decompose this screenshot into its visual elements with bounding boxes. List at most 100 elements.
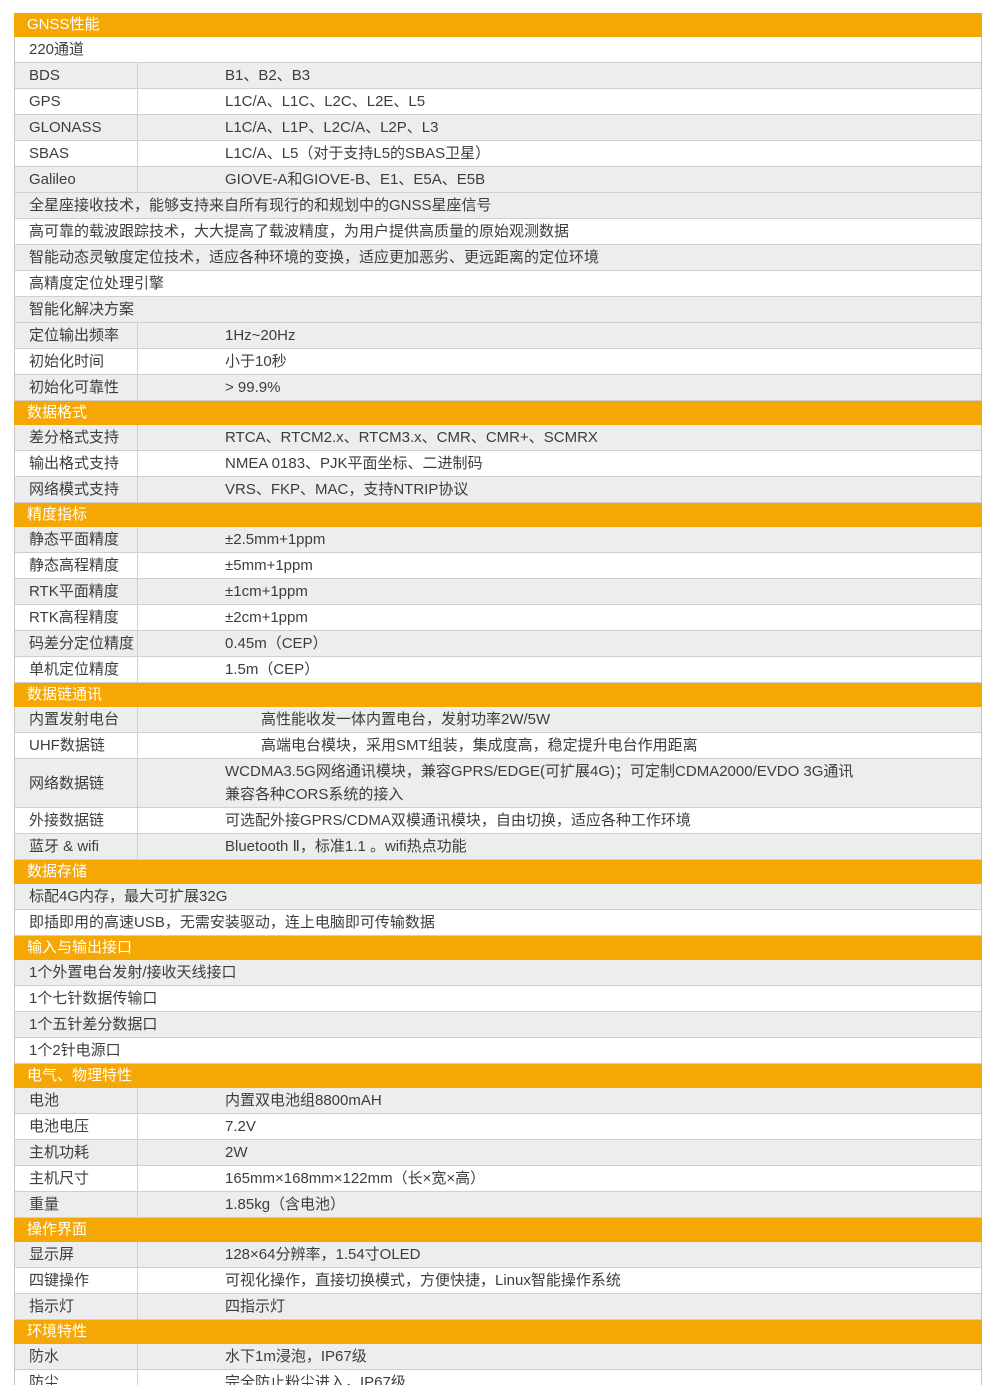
spec-row: 网络数据链 WCDMA3.5G网络通讯模块，兼容GPRS/EDGE(可扩展4G)；…: [15, 759, 981, 808]
spec-row: GPS L1C/A、L1C、L2C、L2E、L5: [15, 89, 981, 115]
spec-row: 外接数据链 可选配外接GPRS/CDMA双模通讯模块，自由切换，适应各种工作环境: [15, 808, 981, 834]
spec-value: 可选配外接GPRS/CDMA双模通讯模块，自由切换，适应各种工作环境: [225, 812, 691, 829]
spec-value: ±1cm+1ppm: [225, 583, 308, 600]
spec-row: BDS B1、B2、B3: [15, 63, 981, 89]
spec-label: 主机尺寸: [15, 1166, 138, 1191]
spec-value: NMEA 0183、PJK平面坐标、二进制码: [225, 455, 483, 472]
spec-label: Galileo: [15, 167, 138, 192]
spec-label: 电池电压: [15, 1114, 138, 1139]
section-header: 操作界面: [14, 1218, 982, 1242]
spec-text: 高精度定位处理引擎: [29, 275, 165, 292]
spec-label: 差分格式支持: [15, 425, 138, 450]
spec-row: 静态平面精度 ±2.5mm+1ppm: [15, 527, 981, 553]
spec-row: 内置发射电台 高性能收发一体内置电台，发射功率2W/5W: [15, 707, 981, 733]
spec-row: 电池电压 7.2V: [15, 1114, 981, 1140]
spec-value: 1.5m（CEP）: [225, 661, 320, 678]
spec-label: 单机定位精度: [15, 657, 138, 682]
section-header: 数据链通讯: [14, 683, 982, 707]
spec-row: 电池 内置双电池组8800mAH: [15, 1088, 981, 1114]
spec-row: 智能动态灵敏度定位技术，适应各种环境的变换，适应更加恶劣、更远距离的定位环境: [15, 245, 981, 271]
spec-value: 高性能收发一体内置电台，发射功率2W/5W: [261, 711, 551, 728]
spec-row: 四键操作 可视化操作，直接切换模式，方便快捷，Linux智能操作系统: [15, 1268, 981, 1294]
spec-row: 智能化解决方案: [15, 297, 981, 323]
spec-text: 智能动态灵敏度定位技术，适应各种环境的变换，适应更加恶劣、更远距离的定位环境: [29, 249, 600, 266]
spec-label: 码差分定位精度: [15, 631, 138, 656]
section-header: 环境特性: [14, 1320, 982, 1344]
spec-value: L1C/A、L1C、L2C、L2E、L5: [225, 93, 426, 110]
spec-label: 指示灯: [15, 1294, 138, 1319]
spec-row: 标配4G内存，最大可扩展32G: [15, 884, 981, 910]
section-header: GNSS性能: [14, 13, 982, 37]
spec-label: 静态高程精度: [15, 553, 138, 578]
spec-text: 1个外置电台发射/接收天线接口: [29, 964, 237, 981]
spec-label: SBAS: [15, 141, 138, 166]
spec-text: 智能化解决方案: [29, 301, 135, 318]
spec-label: 输出格式支持: [15, 451, 138, 476]
spec-label: 初始化可靠性: [15, 375, 138, 400]
spec-value: 小于10秒: [225, 353, 287, 370]
spec-row: 输出格式支持 NMEA 0183、PJK平面坐标、二进制码: [15, 451, 981, 477]
spec-value: 2W: [225, 1144, 248, 1161]
section-header: 电气、物理特性: [14, 1064, 982, 1088]
spec-label: 防尘: [15, 1370, 138, 1385]
spec-value: 四指示灯: [225, 1298, 286, 1315]
spec-value: 水下1m浸泡，IP67级: [225, 1348, 367, 1365]
spec-row: 重量 1.85kg（含电池）: [15, 1192, 981, 1218]
spec-text: 1个五针差分数据口: [29, 1016, 158, 1033]
spec-row: 全星座接收技术，能够支持来自所有现行的和规划中的GNSS星座信号: [15, 193, 981, 219]
spec-row: 主机功耗 2W: [15, 1140, 981, 1166]
spec-row: RTK高程精度 ±2cm+1ppm: [15, 605, 981, 631]
spec-label: 主机功耗: [15, 1140, 138, 1165]
spec-label: 静态平面精度: [15, 527, 138, 552]
section-header: 输入与输出接口: [14, 936, 982, 960]
spec-text: 标配4G内存，最大可扩展32G: [29, 888, 228, 905]
section-header: 数据存储: [14, 860, 982, 884]
spec-value: ±5mm+1ppm: [225, 557, 313, 574]
spec-row: 主机尺寸 165mm×168mm×122mm（长×宽×高）: [15, 1166, 981, 1192]
spec-row: 网络模式支持 VRS、FKP、MAC，支持NTRIP协议: [15, 477, 981, 503]
spec-text: 高可靠的载波跟踪技术，大大提高了载波精度，为用户提供高质量的原始观测数据: [29, 223, 570, 240]
spec-label: BDS: [15, 63, 138, 88]
section-header: 数据格式: [14, 401, 982, 425]
spec-row: 蓝牙 & wifi Bluetooth Ⅱ，标准1.1 。wifi热点功能: [15, 834, 981, 860]
spec-label: UHF数据链: [15, 733, 138, 758]
spec-label: GPS: [15, 89, 138, 114]
spec-value: L1C/A、L1P、L2C/A、L2P、L3: [225, 119, 439, 136]
spec-value: WCDMA3.5G网络通讯模块，兼容GPRS/EDGE(可扩展4G)；可定制CD…: [225, 763, 854, 803]
spec-label: GLONASS: [15, 115, 138, 140]
spec-row: 1个外置电台发射/接收天线接口: [15, 960, 981, 986]
spec-value: 1.85kg（含电池）: [225, 1196, 346, 1213]
spec-label: RTK平面精度: [15, 579, 138, 604]
spec-text: 1个七针数据传输口: [29, 990, 158, 1007]
spec-label: 显示屏: [15, 1242, 138, 1267]
spec-value: Bluetooth Ⅱ，标准1.1 。wifi热点功能: [225, 838, 467, 855]
spec-row: SBAS L1C/A、L5（对于支持L5的SBAS卫星）: [15, 141, 981, 167]
spec-row: 1个七针数据传输口: [15, 986, 981, 1012]
spec-row: 码差分定位精度 0.45m（CEP）: [15, 631, 981, 657]
spec-row: 高可靠的载波跟踪技术，大大提高了载波精度，为用户提供高质量的原始观测数据: [15, 219, 981, 245]
spec-row: 1个2针电源口: [15, 1038, 981, 1064]
spec-row: 防尘 完全防止粉尘进入，IP67级: [15, 1370, 981, 1385]
spec-label: 外接数据链: [15, 808, 138, 833]
spec-value: 完全防止粉尘进入，IP67级: [225, 1374, 406, 1385]
spec-label: 网络模式支持: [15, 477, 138, 502]
spec-value: GIOVE-A和GIOVE-B、E1、E5A、E5B: [225, 171, 486, 188]
spec-row: GLONASS L1C/A、L1P、L2C/A、L2P、L3: [15, 115, 981, 141]
spec-table: GNSS性能 220通道 BDS B1、B2、B3 GPS L1C/A、L1C、L2C、L…: [14, 13, 982, 1385]
spec-text: 1个2针电源口: [29, 1042, 121, 1059]
spec-label: 定位输出频率: [15, 323, 138, 348]
spec-value: ±2cm+1ppm: [225, 609, 308, 626]
spec-label: 重量: [15, 1192, 138, 1217]
spec-value: 高端电台模块，采用SMT组装，集成度高，稳定提升电台作用距离: [261, 737, 698, 754]
spec-value: 1Hz~20Hz: [225, 327, 296, 344]
spec-value: VRS、FKP、MAC，支持NTRIP协议: [225, 481, 469, 498]
spec-label: 蓝牙 & wifi: [15, 834, 138, 859]
spec-row: UHF数据链 高端电台模块，采用SMT组装，集成度高，稳定提升电台作用距离: [15, 733, 981, 759]
spec-row: 220通道: [15, 37, 981, 63]
spec-label: 四键操作: [15, 1268, 138, 1293]
spec-row: 初始化时间 小于10秒: [15, 349, 981, 375]
spec-row: 高精度定位处理引擎: [15, 271, 981, 297]
spec-label: 电池: [15, 1088, 138, 1113]
spec-text: 全星座接收技术，能够支持来自所有现行的和规划中的GNSS星座信号: [29, 197, 492, 214]
